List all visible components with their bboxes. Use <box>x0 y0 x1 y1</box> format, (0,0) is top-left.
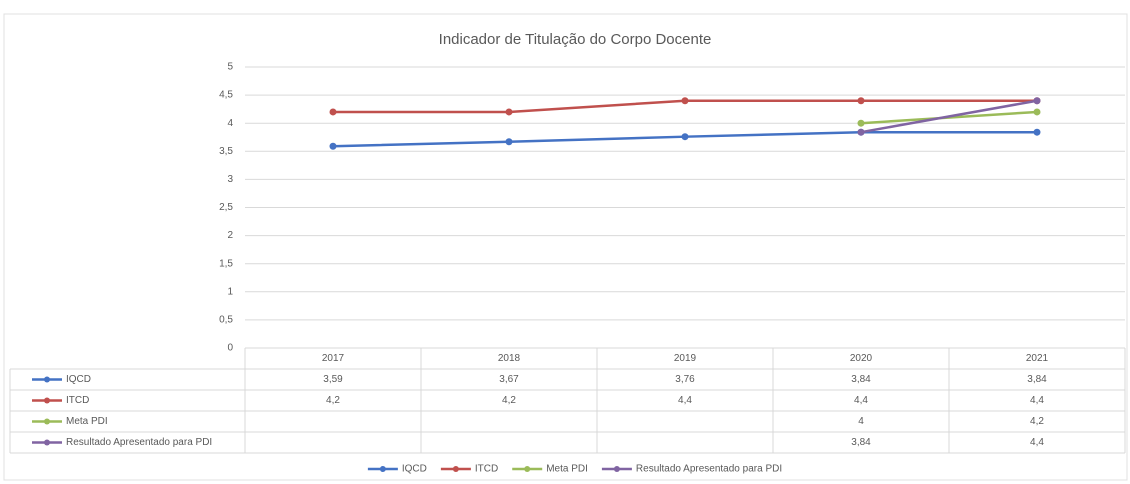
legend-key <box>613 466 620 472</box>
point <box>857 128 865 136</box>
y-tick-label: 4 <box>227 118 233 129</box>
table-value: 3,76 <box>675 374 695 385</box>
table-value: 4,4 <box>1030 437 1044 448</box>
table-value: 3,59 <box>323 374 343 385</box>
x-tick-label: 2017 <box>322 353 345 364</box>
point <box>681 97 689 105</box>
table-value: 4,2 <box>326 395 340 406</box>
table-value: 3,84 <box>851 437 871 448</box>
y-tick-label: 4,5 <box>219 90 233 101</box>
table-legend-key <box>44 376 50 383</box>
series-line <box>860 99 1038 134</box>
table-legend-label: Resultado Apresentado para PDI <box>66 437 212 448</box>
table-value: 4,4 <box>1030 395 1044 406</box>
y-tick-label: 3 <box>227 174 233 185</box>
table-value: 3,84 <box>851 374 871 385</box>
point <box>329 142 337 150</box>
point <box>329 108 337 116</box>
point <box>1033 97 1041 105</box>
legend-label: IQCD <box>402 464 427 475</box>
table-value: 3,84 <box>1027 374 1047 385</box>
table-value: 4,4 <box>854 395 868 406</box>
point <box>1033 128 1041 136</box>
y-tick-label: 2,5 <box>219 202 233 213</box>
x-tick-label: 2019 <box>674 353 697 364</box>
y-tick-label: 1,5 <box>219 258 233 269</box>
legend-key <box>379 466 386 472</box>
legend-label: ITCD <box>475 464 498 475</box>
x-tick-label: 2020 <box>850 353 873 364</box>
y-tick-label: 3,5 <box>219 146 233 157</box>
x-tick-label: 2018 <box>498 353 521 364</box>
y-tick-label: 5 <box>227 62 233 73</box>
legend-key <box>524 466 531 472</box>
y-tick-label: 0,5 <box>219 315 233 326</box>
table-legend-key <box>44 418 50 425</box>
table-value: 4,4 <box>678 395 692 406</box>
table-legend-key <box>44 397 50 404</box>
x-tick-label: 2021 <box>1026 353 1049 364</box>
chart-title: Indicador de Titulação do Corpo Docente <box>439 31 712 48</box>
legend-label: Resultado Apresentado para PDI <box>636 464 782 475</box>
point <box>857 119 865 127</box>
table-legend-label: Meta PDI <box>66 416 108 427</box>
table-legend-label: IQCD <box>66 374 91 385</box>
table-legend-label: ITCD <box>66 395 89 406</box>
y-tick-label: 0 <box>227 343 233 354</box>
table-legend-key <box>44 439 50 446</box>
table-value: 4,2 <box>502 395 516 406</box>
point <box>505 108 513 116</box>
point <box>505 138 513 146</box>
y-tick-label: 1 <box>227 286 233 297</box>
legend-label: Meta PDI <box>546 464 588 475</box>
y-tick-label: 2 <box>227 230 233 241</box>
table-value: 4 <box>858 416 864 427</box>
legend-key <box>452 466 459 472</box>
point <box>681 133 689 141</box>
table-value: 4,2 <box>1030 416 1044 427</box>
point <box>857 97 865 105</box>
point <box>1033 108 1041 116</box>
table-value: 3,67 <box>499 374 519 385</box>
chart-border <box>3 13 1128 481</box>
